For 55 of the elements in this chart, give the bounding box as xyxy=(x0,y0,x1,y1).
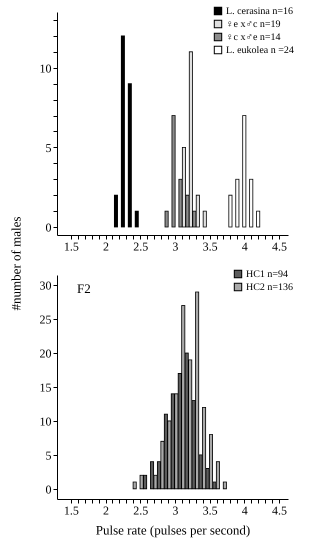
legend-label: HC2 n=136 xyxy=(246,282,294,293)
bar xyxy=(235,178,240,228)
y-tick-label: 25 xyxy=(40,312,52,327)
legend-label: ♀c x♂e n=14 xyxy=(226,32,281,43)
bar xyxy=(216,461,220,490)
bar xyxy=(150,461,154,490)
x-tick-label: 2 xyxy=(103,504,110,518)
x-tick-label: 2.5 xyxy=(133,240,148,254)
legend-label: ♀e x♂c n=19 xyxy=(226,19,281,30)
bar xyxy=(132,482,137,490)
y-tick-label: 15 xyxy=(40,380,52,394)
legend-label: HC1 n=94 xyxy=(246,269,288,280)
bar xyxy=(202,210,207,228)
bar xyxy=(114,194,118,228)
bar xyxy=(172,115,176,228)
y-tick-label: 0 xyxy=(46,220,52,235)
bar xyxy=(140,474,144,490)
bar xyxy=(242,115,246,228)
x-tick-label: 2.5 xyxy=(133,504,148,518)
bar xyxy=(209,434,213,490)
annotation: F2 xyxy=(77,281,91,296)
x-tick-label: 3.5 xyxy=(202,504,218,518)
legend-label: L. cerasina n=16 xyxy=(226,6,294,17)
x-tick-label: 4.5 xyxy=(272,504,287,518)
y-tick-label: 10 xyxy=(40,414,52,428)
legend-label: L. eukolea n =24 xyxy=(226,45,294,56)
y-tick-label: 5 xyxy=(46,448,52,462)
x-tick-label: 1.5 xyxy=(64,240,79,254)
y-tick-label: 30 xyxy=(40,278,52,293)
x-tick-label: 4.5 xyxy=(272,240,287,254)
bar xyxy=(202,406,206,490)
bar xyxy=(222,482,227,490)
bar xyxy=(164,210,169,228)
y-tick-label: 0 xyxy=(46,482,52,496)
bar xyxy=(196,194,200,228)
y-tick-label: 10 xyxy=(40,61,52,76)
bar xyxy=(195,292,200,490)
bar xyxy=(120,35,125,228)
bar xyxy=(228,194,232,228)
x-axis-title: Pulse rate (pulses per second) xyxy=(96,522,250,538)
y-tick-label: 5 xyxy=(46,140,52,155)
x-tick-label: 4 xyxy=(242,240,248,254)
y-tick-label: 20 xyxy=(40,346,52,361)
x-tick-label: 3 xyxy=(172,240,178,254)
bar xyxy=(256,210,260,228)
x-tick-label: 1.5 xyxy=(64,504,79,518)
x-tick-label: 3 xyxy=(172,504,178,518)
x-tick-label: 3.5 xyxy=(202,240,218,254)
x-tick-label: 4 xyxy=(242,504,248,518)
bar xyxy=(134,210,139,228)
x-tick-label: 2 xyxy=(103,240,110,254)
bar xyxy=(128,83,132,228)
bar xyxy=(188,51,193,228)
y-axis-title: #number of males xyxy=(8,216,24,310)
bar xyxy=(249,178,254,228)
